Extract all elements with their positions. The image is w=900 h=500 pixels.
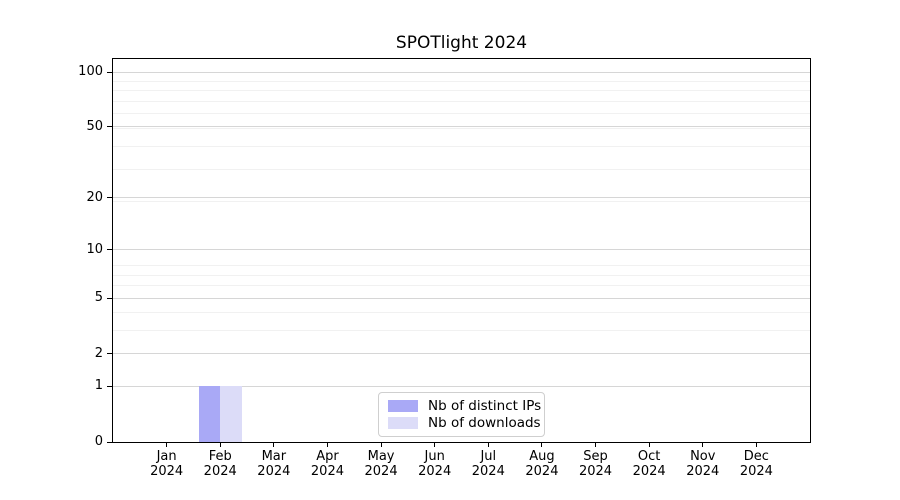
x-tick-year: 2024 xyxy=(686,464,720,479)
x-tick-label-oct: Oct 2024 xyxy=(617,449,681,479)
y-tick-label: 100 xyxy=(78,64,103,79)
y-tick xyxy=(107,385,112,387)
x-tick-year: 2024 xyxy=(364,464,398,479)
x-tick xyxy=(273,442,275,447)
y-tick-label: 2 xyxy=(94,345,103,361)
y-tick-label: 20 xyxy=(86,189,103,205)
plot-frame xyxy=(112,58,811,443)
legend-swatch-1 xyxy=(388,417,418,430)
gridline-major xyxy=(113,353,810,355)
x-tick-year: 2024 xyxy=(739,464,773,479)
x-tick-month: Apr xyxy=(316,449,339,464)
y-tick xyxy=(107,126,112,128)
legend-swatch-0 xyxy=(388,399,418,412)
bar-feb-series0 xyxy=(198,386,221,442)
legend-label-downloads: Nb of downloads xyxy=(428,415,541,432)
x-tick xyxy=(755,442,757,447)
x-tick-month: Dec xyxy=(743,449,769,464)
x-tick-label-jul: Jul 2024 xyxy=(456,449,520,479)
y-tick-label: 50 xyxy=(86,118,103,134)
x-tick xyxy=(595,442,597,447)
x-tick xyxy=(326,442,328,447)
x-tick xyxy=(380,442,382,447)
x-tick-label-jun: Jun 2024 xyxy=(403,449,467,479)
x-tick-month: Jan xyxy=(156,449,177,464)
x-tick-label-jan: Jan 2024 xyxy=(135,449,199,479)
gridline-minor xyxy=(113,80,810,82)
gridline-minor xyxy=(113,312,810,314)
x-tick-label-nov: Nov 2024 xyxy=(671,449,735,479)
legend: Nb of distinct IPs Nb of downloads xyxy=(378,392,545,437)
x-tick-year: 2024 xyxy=(203,464,237,479)
x-tick xyxy=(648,442,650,447)
x-tick xyxy=(434,442,436,447)
x-tick-month: Oct xyxy=(637,449,661,464)
gridline-major xyxy=(113,197,810,199)
x-tick-label-sep: Sep 2024 xyxy=(564,449,628,479)
y-tick xyxy=(107,353,112,355)
x-tick-label-mar: Mar 2024 xyxy=(242,449,306,479)
gridline-minor xyxy=(113,201,810,203)
gridline-minor xyxy=(113,100,810,102)
x-tick-month: Jul xyxy=(480,449,497,464)
y-tick-label: 1 xyxy=(94,378,103,394)
x-tick-year: 2024 xyxy=(150,464,184,479)
x-tick-year: 2024 xyxy=(310,464,344,479)
x-tick-label-dec: Dec 2024 xyxy=(724,449,788,479)
x-tick xyxy=(702,442,704,447)
gridline-minor xyxy=(113,168,810,170)
legend-item-distinct-ips: Nb of distinct IPs xyxy=(388,398,541,414)
x-tick-year: 2024 xyxy=(418,464,452,479)
x-tick-year: 2024 xyxy=(257,464,291,479)
gridline-minor xyxy=(113,330,810,332)
gridline-major xyxy=(113,126,810,128)
legend-item-downloads: Nb of downloads xyxy=(388,415,541,431)
x-tick-label-feb: Feb 2024 xyxy=(188,449,252,479)
gridline-minor xyxy=(113,265,810,267)
gridline-minor xyxy=(113,145,810,147)
gridline-major xyxy=(113,249,810,251)
y-tick-label: 10 xyxy=(86,241,103,257)
y-tick xyxy=(107,71,112,73)
y-tick xyxy=(107,249,112,251)
gridline-major xyxy=(113,297,810,299)
x-tick-month: Aug xyxy=(529,449,555,464)
x-tick-month: Nov xyxy=(690,449,716,464)
x-tick-month: May xyxy=(367,449,395,464)
gridline-minor xyxy=(113,274,810,276)
gridline-major xyxy=(113,71,810,73)
x-tick-label-apr: Apr 2024 xyxy=(295,449,359,479)
y-tick-label: 0 xyxy=(94,434,103,449)
x-tick-year: 2024 xyxy=(471,464,505,479)
y-tick-label: 5 xyxy=(94,290,103,306)
x-tick-year: 2024 xyxy=(525,464,559,479)
x-tick xyxy=(541,442,543,447)
x-tick xyxy=(166,442,168,447)
gridline-minor xyxy=(113,113,810,115)
y-tick xyxy=(107,297,112,299)
bar-feb-series1 xyxy=(220,386,242,442)
gridline-minor xyxy=(113,285,810,287)
x-tick xyxy=(487,442,489,447)
y-tick xyxy=(107,197,112,199)
x-tick-year: 2024 xyxy=(632,464,666,479)
y-tick xyxy=(107,441,112,443)
x-tick xyxy=(219,442,221,447)
gridline-minor xyxy=(113,127,810,129)
x-tick-month: Mar xyxy=(261,449,287,464)
x-tick-label-aug: Aug 2024 xyxy=(510,449,574,479)
x-tick-month: Sep xyxy=(583,449,608,464)
gridline-major xyxy=(113,385,810,387)
x-tick-label-may: May 2024 xyxy=(349,449,413,479)
chart-title: SPOTlight 2024 xyxy=(395,33,528,53)
gridline-minor xyxy=(113,90,810,92)
x-tick-month: Jun xyxy=(424,449,445,464)
x-tick-year: 2024 xyxy=(578,464,613,479)
x-tick-month: Feb xyxy=(208,449,232,464)
legend-label-distinct-ips: Nb of distinct IPs xyxy=(428,397,542,414)
